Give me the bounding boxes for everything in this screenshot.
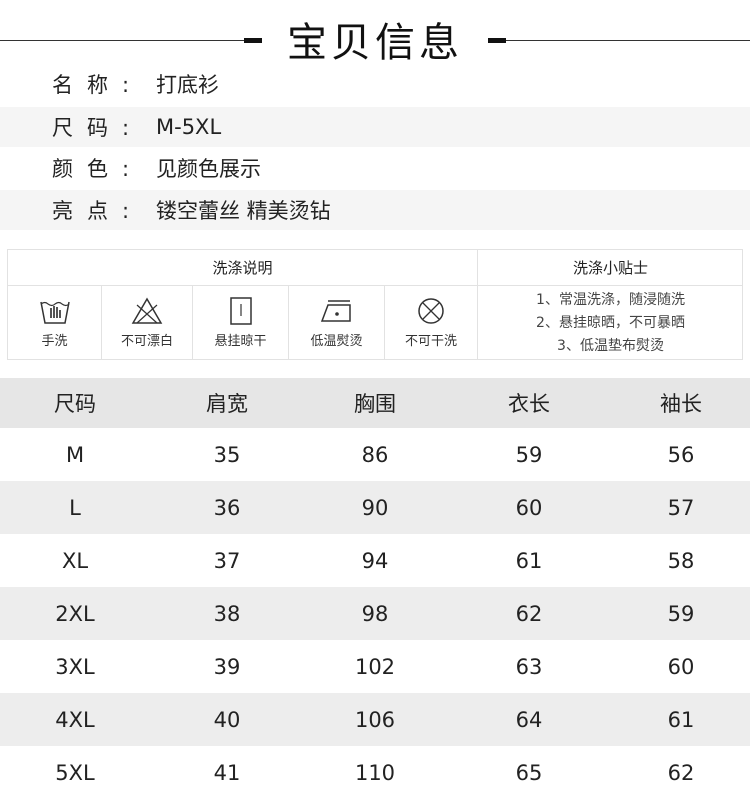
table-cell: 106 — [354, 707, 396, 732]
info-value: 打底衫 — [156, 73, 219, 97]
care-item-label: 悬挂晾干 — [214, 334, 267, 349]
table-row: 5XL 41 110 65 62 — [0, 746, 750, 799]
low-iron-icon — [320, 300, 351, 322]
info-label: 尺码: — [52, 116, 144, 140]
table-cell: 98 — [361, 601, 389, 626]
table-cell: 41 — [213, 760, 241, 785]
table-cell: XL — [61, 548, 89, 573]
table-cell: 39 — [213, 654, 241, 679]
table-cell: 35 — [213, 442, 241, 467]
care-item-label: 手洗 — [41, 334, 68, 349]
table-cell: 5XL — [55, 760, 95, 785]
table-cell: 59 — [515, 442, 543, 467]
table-cell: 62 — [667, 760, 695, 785]
table-cell: 63 — [515, 654, 543, 679]
divider — [506, 40, 750, 41]
tip: 1、常温洗涤，随浸随洗 — [536, 292, 685, 308]
column-header: 胸围 — [354, 392, 396, 416]
info-row-name: 名称: 打底衫 — [0, 64, 750, 104]
care-item: 手洗 — [8, 286, 102, 360]
column-header: 衣长 — [508, 392, 550, 416]
info-label: 颜色: — [52, 157, 144, 181]
table-row: M 35 86 59 56 — [0, 428, 750, 481]
table-cell: 61 — [667, 707, 695, 732]
divider — [488, 38, 506, 43]
section-header: 宝贝信息 — [0, 0, 750, 80]
table-cell: 86 — [361, 442, 389, 467]
table-cell: 57 — [667, 495, 695, 520]
care-item: 不可漂白 — [102, 286, 193, 360]
table-cell: 62 — [515, 601, 543, 626]
table-cell: 65 — [515, 760, 543, 785]
table-cell: 37 — [213, 548, 241, 573]
care-item-label: 低温熨烫 — [310, 334, 363, 349]
size-table: 尺码 肩宽 胸围 衣长 袖长 M 35 86 59 56 L 36 90 60 57 XL 37 94 6… — [0, 378, 750, 799]
no-dry-clean-icon — [418, 298, 444, 324]
info-value: 镂空蕾丝 精美烫钻 — [156, 199, 331, 223]
table-row: 3XL 39 102 63 60 — [0, 640, 750, 693]
table-cell: 60 — [667, 654, 695, 679]
care-tips: 1、常温洗涤，随浸随洗 2、悬挂晾晒，不可暴晒 3、低温垫布熨烫 — [478, 286, 743, 358]
table-cell: 110 — [354, 760, 396, 785]
care-item: 低温熨烫 — [289, 286, 385, 360]
table-cell: L — [69, 495, 81, 520]
info-label: 名称: — [52, 73, 144, 97]
table-cell: 36 — [213, 495, 241, 520]
divider — [0, 40, 244, 41]
hand-wash-icon — [39, 301, 70, 324]
table-row: L 36 90 60 57 — [0, 481, 750, 534]
table-cell: 4XL — [55, 707, 95, 732]
info-label: 亮点: — [52, 199, 144, 223]
page-title: 宝贝信息 — [287, 20, 463, 66]
tip: 3、低温垫布熨烫 — [557, 338, 664, 354]
hang-dry-icon — [229, 297, 252, 325]
info-row-color: 颜色: 见颜色展示 — [0, 148, 750, 188]
column-header: 肩宽 — [206, 392, 248, 416]
care-item-label: 不可漂白 — [120, 334, 173, 349]
table-row: 2XL 38 98 62 59 — [0, 587, 750, 640]
table-cell: 94 — [361, 548, 389, 573]
table-cell: 102 — [354, 654, 396, 679]
info-row-size: 尺码: M-5XL — [0, 107, 750, 147]
divider — [244, 38, 262, 43]
column-header: 袖长 — [660, 392, 702, 416]
tip: 2、悬挂晾晒，不可暴晒 — [536, 315, 685, 331]
table-cell: M — [65, 442, 85, 467]
info-value: M-5XL — [156, 115, 222, 139]
table-cell: 3XL — [55, 654, 95, 679]
info-row-highlight: 亮点: 镂空蕾丝 精美烫钻 — [0, 190, 750, 230]
table-cell: 56 — [667, 442, 695, 467]
table-cell: 38 — [213, 601, 241, 626]
table-cell: 40 — [213, 707, 241, 732]
table-cell: 2XL — [55, 601, 95, 626]
care-item: 不可干洗 — [385, 286, 478, 360]
column-header: 尺码 — [54, 392, 96, 416]
care-item: 悬挂晾干 — [193, 286, 289, 360]
table-header: 尺码 肩宽 胸围 衣长 袖长 — [0, 378, 750, 428]
care-item-label: 不可干洗 — [404, 334, 457, 349]
tips-heading: 洗涤小贴士 — [478, 250, 743, 286]
table-cell: 90 — [361, 495, 389, 520]
table-cell: 58 — [667, 548, 695, 573]
table-cell: 61 — [515, 548, 543, 573]
care-heading: 洗涤说明 — [8, 250, 478, 286]
table-cell: 64 — [515, 707, 543, 732]
info-value: 见颜色展示 — [156, 157, 261, 181]
no-bleach-icon — [131, 297, 163, 324]
table-cell: 59 — [667, 601, 695, 626]
table-row: 4XL 40 106 64 61 — [0, 693, 750, 746]
table-row: XL 37 94 61 58 — [0, 534, 750, 587]
table-cell: 60 — [515, 495, 543, 520]
care-instructions: 洗涤说明 洗涤小贴士 手洗 不可漂白 悬挂晾干 低温熨烫 不可干洗 1、常温洗涤… — [7, 249, 743, 360]
